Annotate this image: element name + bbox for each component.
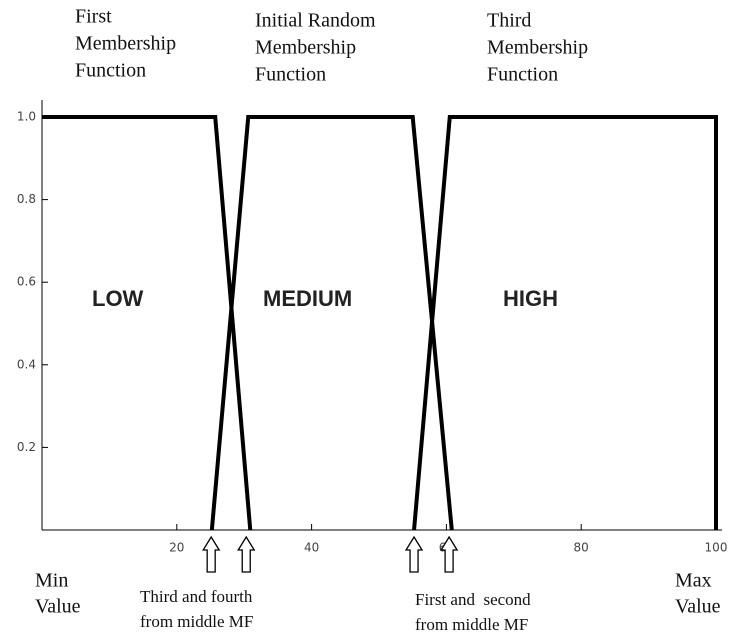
annotation: from middle MF <box>140 612 253 631</box>
annotation: First and second <box>415 590 531 609</box>
y-tick-label: 0.4 <box>17 357 36 371</box>
annotation: Max <box>675 570 712 592</box>
annotation: Function <box>255 64 326 86</box>
annotation: Min <box>35 570 68 592</box>
x-tick-label: 20 <box>169 541 184 555</box>
annotation: from middle MF <box>415 615 528 634</box>
region-label: MEDIUM <box>263 286 352 311</box>
annotation: Third <box>487 10 531 32</box>
membership-line <box>42 115 253 531</box>
annotation: Third and fourth <box>140 587 253 606</box>
membership-line <box>412 115 718 531</box>
y-tick-label: 0.8 <box>17 192 36 206</box>
annotation: Function <box>487 64 558 86</box>
y-tick-label: 0.2 <box>17 440 36 454</box>
annotation: First <box>75 6 112 28</box>
arrow <box>237 535 256 573</box>
membership-line <box>209 115 454 531</box>
annotation: Membership <box>75 33 176 55</box>
arrow <box>439 535 459 573</box>
x-tick-label: 100 <box>705 541 728 555</box>
y-tick-label: 1.0 <box>17 110 36 124</box>
x-tick-label: 80 <box>574 541 589 555</box>
arrow <box>202 535 221 573</box>
annotation: Membership <box>255 37 356 59</box>
annotation: Function <box>75 60 146 82</box>
annotation: Membership <box>487 37 588 59</box>
region-label: HIGH <box>503 286 558 311</box>
arrow <box>404 535 424 573</box>
region-label: LOW <box>92 286 144 311</box>
x-tick-label: 40 <box>304 541 319 555</box>
annotation: Value <box>675 596 721 618</box>
annotation: Initial Random <box>255 10 376 32</box>
y-tick-label: 0.6 <box>17 275 36 289</box>
annotation: Value <box>35 596 81 618</box>
